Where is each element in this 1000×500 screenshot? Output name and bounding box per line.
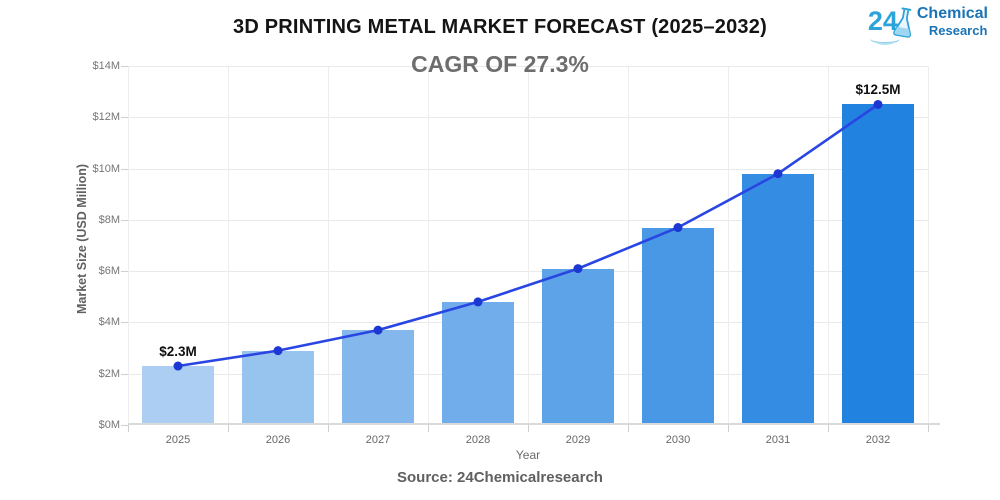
trend-point xyxy=(473,297,483,307)
logo-line2: Research xyxy=(928,23,988,38)
gridline-vertical xyxy=(128,66,129,425)
logo-text: Chemical Research xyxy=(916,5,988,38)
y-axis-tick xyxy=(121,322,128,324)
x-axis-tick xyxy=(428,425,429,432)
y-tick-label: $4M xyxy=(98,316,120,329)
logo: 24 Chemical Research xyxy=(867,5,988,45)
gridline-vertical xyxy=(628,66,629,425)
flask-icon xyxy=(893,7,912,38)
x-axis-tick xyxy=(828,425,829,432)
y-tick-label: $12M xyxy=(92,111,120,124)
y-tick-label: $2M xyxy=(98,367,120,380)
gridline-vertical xyxy=(528,66,529,425)
x-axis-title: Year xyxy=(515,448,541,462)
y-tick-label: $10M xyxy=(92,162,120,175)
bar-2028 xyxy=(442,301,514,425)
x-tick-label: 2026 xyxy=(265,434,291,446)
y-axis-tick xyxy=(121,271,128,273)
bar-2031 xyxy=(742,173,814,425)
y-axis-tick xyxy=(121,373,128,375)
y-axis-tick xyxy=(121,425,128,426)
x-tick-label: 2031 xyxy=(765,434,791,446)
x-tick-label: 2025 xyxy=(165,434,191,446)
x-tick-label: 2032 xyxy=(865,434,891,446)
y-axis-tick xyxy=(121,168,128,170)
bar-2029 xyxy=(542,268,614,425)
trend-point xyxy=(173,361,183,371)
trend-line xyxy=(177,103,879,368)
gridline-vertical xyxy=(828,66,829,425)
logo-mark: 24 xyxy=(867,6,915,45)
y-tick-label: $8M xyxy=(98,213,120,226)
y-axis-tick xyxy=(121,66,128,67)
x-axis-line xyxy=(128,423,940,425)
x-axis-tick xyxy=(128,425,129,432)
bar-2030 xyxy=(642,227,714,425)
trend-point xyxy=(673,223,683,233)
gridline-vertical xyxy=(228,66,229,425)
x-axis-tick xyxy=(528,425,529,432)
trend-point xyxy=(873,99,883,109)
x-axis-tick xyxy=(328,425,329,432)
source-text: Source: 24Chemicalresearch xyxy=(397,469,603,486)
plot-area: $0M $2M $4M $6M $8M $10M $12M $14M 2025 2026 2027 2… xyxy=(92,60,940,446)
bar-value-label: $12.5M xyxy=(855,82,901,98)
y-axis-title: Market Size (USD Million) xyxy=(75,163,89,315)
gridline-vertical xyxy=(428,66,429,425)
chart-subtitle: CAGR OF 27.3% xyxy=(411,51,589,77)
water-ripple-icon xyxy=(873,36,896,45)
y-axis-tick xyxy=(121,219,128,221)
y-tick-label: $14M xyxy=(92,60,120,72)
chart-title: 3D PRINTING METAL MARKET FORECAST (2025–… xyxy=(233,16,767,38)
logo-number: 24 xyxy=(867,6,898,36)
bar-2026 xyxy=(242,350,314,425)
x-axis-tick xyxy=(728,425,729,432)
gridline-vertical xyxy=(928,66,929,425)
gridline-vertical xyxy=(328,66,329,425)
bar-2032 xyxy=(842,104,914,425)
y-tick-label: $6M xyxy=(98,265,120,278)
bar-value-label: $2.3M xyxy=(159,344,197,360)
logo-line1: Chemical xyxy=(916,5,988,22)
x-tick-label: 2030 xyxy=(665,434,691,446)
y-axis-tick xyxy=(121,117,128,119)
x-tick-label: 2029 xyxy=(565,434,591,446)
y-tick-label: $0M xyxy=(98,419,120,431)
x-axis-tick xyxy=(928,425,929,432)
x-axis-tick xyxy=(228,425,229,432)
trend-line-svg xyxy=(173,99,883,371)
bar-2027 xyxy=(342,330,414,425)
trend-point xyxy=(373,325,383,335)
trend-point xyxy=(773,169,783,179)
gridline-vertical xyxy=(728,66,729,425)
trend-point xyxy=(273,346,283,356)
x-tick-label: 2027 xyxy=(365,434,391,446)
x-axis-tick xyxy=(628,425,629,432)
bar-2025 xyxy=(142,366,214,425)
x-tick-label: 2028 xyxy=(465,434,491,446)
trend-point xyxy=(573,264,583,274)
